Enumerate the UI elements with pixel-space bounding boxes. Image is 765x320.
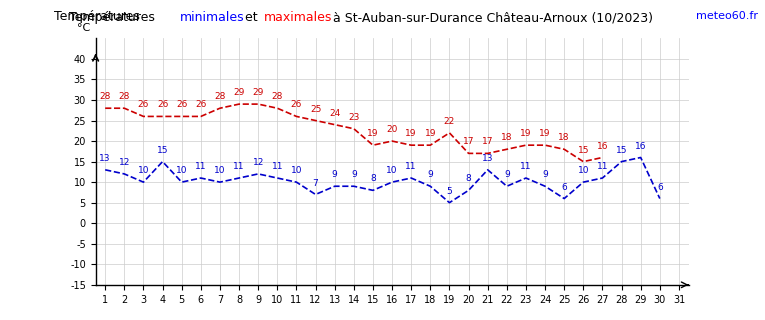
Text: 26: 26	[157, 100, 168, 109]
Text: 19: 19	[539, 129, 551, 138]
Text: 15: 15	[578, 146, 589, 155]
Text: 11: 11	[405, 162, 417, 171]
Text: 28: 28	[214, 92, 226, 101]
Text: 28: 28	[119, 92, 130, 101]
Y-axis label: °C: °C	[77, 23, 90, 34]
Text: 22: 22	[444, 117, 455, 126]
Text: 8: 8	[370, 174, 376, 183]
Text: 19: 19	[520, 129, 532, 138]
Text: 11: 11	[195, 162, 207, 171]
Text: 9: 9	[542, 170, 548, 179]
Text: 29: 29	[233, 88, 245, 97]
Text: 10: 10	[138, 166, 149, 175]
Text: 10: 10	[214, 166, 226, 175]
Text: 28: 28	[272, 92, 283, 101]
Text: maximales: maximales	[264, 11, 332, 24]
Text: minimales: minimales	[180, 11, 244, 24]
Text: 10: 10	[386, 166, 398, 175]
Text: 13: 13	[482, 154, 493, 163]
Text: 9: 9	[428, 170, 433, 179]
Text: 12: 12	[119, 158, 130, 167]
Text: 19: 19	[367, 129, 379, 138]
Text: 23: 23	[348, 113, 360, 122]
Text: 19: 19	[425, 129, 436, 138]
Text: 24: 24	[329, 109, 340, 118]
Text: 12: 12	[252, 158, 264, 167]
Text: 26: 26	[195, 100, 207, 109]
Text: 13: 13	[99, 154, 111, 163]
Text: 20: 20	[386, 125, 398, 134]
Text: 9: 9	[351, 170, 356, 179]
Text: 16: 16	[635, 141, 646, 150]
Text: 10: 10	[578, 166, 589, 175]
Text: 15: 15	[157, 146, 168, 155]
Text: 26: 26	[138, 100, 149, 109]
Text: 6: 6	[657, 183, 662, 192]
Text: 26: 26	[176, 100, 187, 109]
Text: 18: 18	[501, 133, 513, 142]
Text: 25: 25	[310, 105, 321, 114]
Text: 10: 10	[291, 166, 302, 175]
Text: 9: 9	[332, 170, 337, 179]
Text: 17: 17	[482, 138, 493, 147]
Text: Températures: Températures	[69, 11, 163, 24]
Text: 11: 11	[272, 162, 283, 171]
Text: 11: 11	[520, 162, 532, 171]
Text: 28: 28	[99, 92, 111, 101]
Text: 11: 11	[233, 162, 245, 171]
Text: 8: 8	[466, 174, 471, 183]
Text: 7: 7	[313, 179, 318, 188]
Text: 5: 5	[447, 187, 452, 196]
Text: 11: 11	[597, 162, 608, 171]
Text: 10: 10	[176, 166, 187, 175]
Text: et: et	[241, 11, 262, 24]
Text: Températures: Températures	[54, 10, 148, 23]
Text: 9: 9	[504, 170, 509, 179]
Text: 18: 18	[558, 133, 570, 142]
Text: 29: 29	[252, 88, 264, 97]
Text: 6: 6	[562, 183, 567, 192]
Text: meteo60.fr: meteo60.fr	[696, 11, 758, 21]
Text: 16: 16	[597, 141, 608, 150]
Text: 19: 19	[405, 129, 417, 138]
Text: 17: 17	[463, 138, 474, 147]
Text: à St-Auban-sur-Durance Château-Arnoux (10/2023): à St-Auban-sur-Durance Château-Arnoux (1…	[325, 11, 653, 24]
Text: 26: 26	[291, 100, 302, 109]
Text: 15: 15	[616, 146, 627, 155]
